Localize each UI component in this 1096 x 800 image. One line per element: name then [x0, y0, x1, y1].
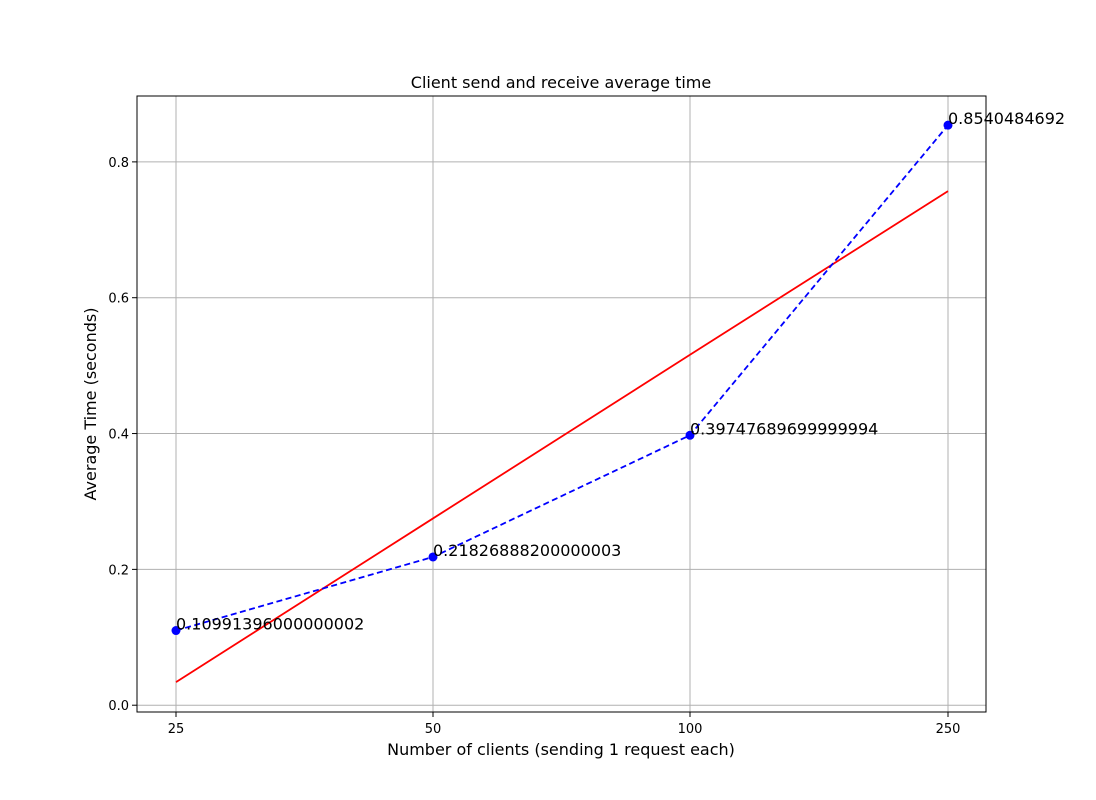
data-label: 0.21826888200000003	[433, 541, 621, 560]
x-tick-label: 250	[936, 722, 961, 737]
data-point	[685, 430, 695, 440]
data-point	[428, 552, 438, 562]
data-point	[171, 626, 181, 636]
x-tick-label: 100	[678, 722, 703, 737]
axes: 25 50 100 250 0.0 0.2 0.4 0.6 0.8	[108, 156, 960, 737]
data-label: 0.10991396000000002	[176, 615, 364, 634]
data-point	[943, 120, 953, 130]
trend-line	[175, 190, 949, 683]
y-tick-label: 0.6	[108, 292, 129, 307]
grid	[137, 96, 986, 712]
data-label: 0.8540484692	[948, 109, 1065, 128]
y-tick-label: 0.8	[108, 156, 129, 171]
labels-layer: 0.10991396000000002 0.21826888200000003 0.…	[176, 109, 1065, 633]
data-label: 0.39747689699999994	[690, 419, 878, 438]
x-tick-label: 50	[425, 722, 442, 737]
y-tick-label: 0.2	[108, 563, 129, 578]
y-axis-label: Average Time (seconds)	[81, 308, 100, 501]
y-tick-label: 0.0	[108, 699, 129, 714]
y-tick-label: 0.4	[108, 428, 129, 443]
chart-title: Client send and receive average time	[411, 73, 711, 92]
series-layer	[171, 120, 953, 683]
x-tick-label: 25	[168, 722, 185, 737]
plot-frame	[136, 95, 987, 713]
x-axis-label: Number of clients (sending 1 request eac…	[387, 740, 735, 759]
series-line	[175, 124, 949, 632]
